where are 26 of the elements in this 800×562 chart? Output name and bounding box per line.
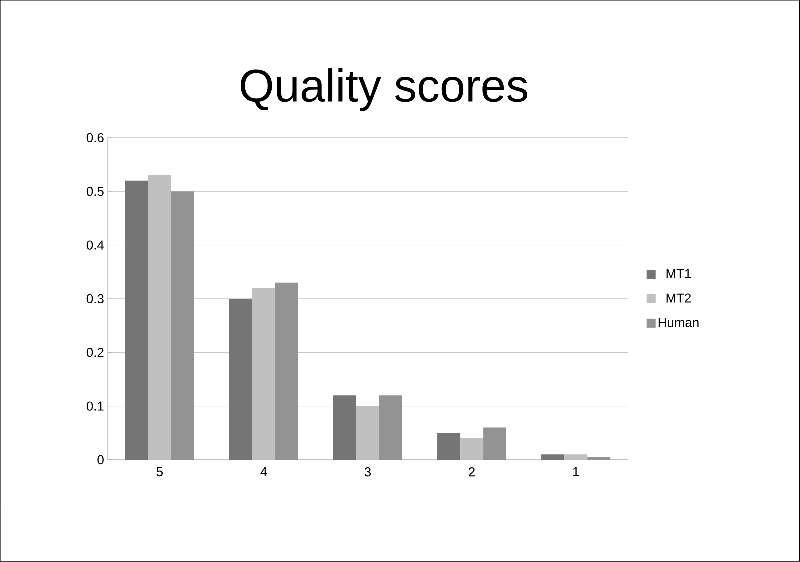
x-tick-label: 5: [156, 468, 163, 477]
bar: [438, 433, 461, 460]
y-tick-label: 0.1: [86, 402, 104, 411]
y-tick-label: 0.3: [86, 294, 104, 304]
bar: [125, 180, 148, 460]
y-tick-label: 0.5: [86, 187, 104, 196]
chart-title: Quality scores: [240, 68, 528, 112]
bar: [542, 454, 565, 460]
legend-label: Human: [658, 318, 699, 328]
y-tick-label: 0.4: [86, 240, 104, 250]
x-tick-label: 4: [260, 468, 268, 476]
bar: [148, 176, 172, 460]
y-tick-label: 0.2: [86, 348, 104, 358]
legend-label: MT1: [666, 269, 692, 278]
bar: [333, 396, 356, 460]
bar: [460, 438, 484, 460]
x-tick-label: 1: [573, 468, 580, 476]
bar: [564, 454, 588, 460]
y-tick-label: 0: [98, 455, 104, 465]
legend-label: MT2: [666, 294, 692, 303]
x-tick-label: 3: [364, 468, 372, 477]
bar: [252, 288, 276, 460]
y-tick-label: 0.6: [86, 133, 104, 143]
bar: [356, 406, 380, 460]
x-tick-label: 2: [469, 468, 475, 477]
bar: [229, 299, 252, 460]
